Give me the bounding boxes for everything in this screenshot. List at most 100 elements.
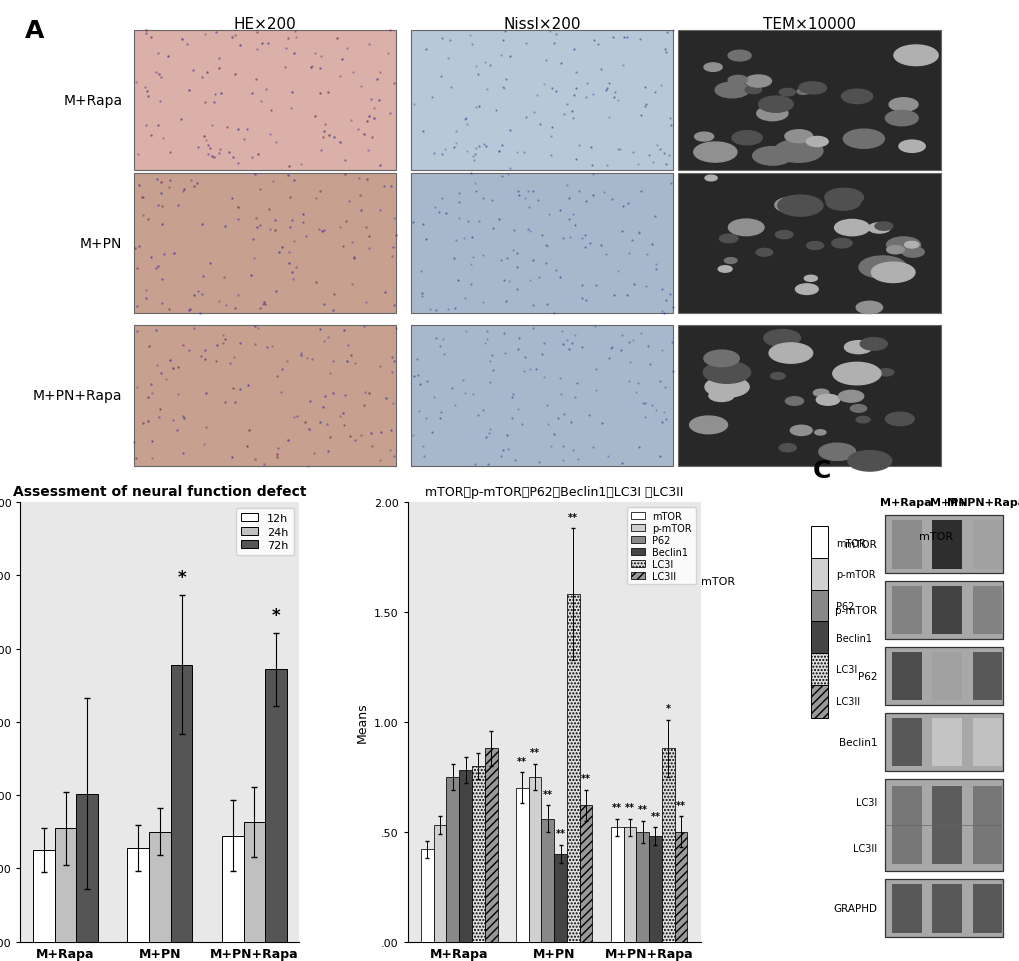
Bar [972, 884, 1002, 933]
Bar [567, 595, 579, 942]
Circle shape [850, 406, 866, 412]
Bar [810, 590, 827, 623]
Circle shape [704, 377, 748, 398]
Text: **: ** [530, 748, 539, 757]
Text: LC3I: LC3I [855, 797, 876, 807]
Bar [884, 516, 1002, 574]
Bar [33, 850, 55, 961]
Bar [610, 827, 623, 942]
Text: **: ** [555, 828, 565, 839]
Bar [891, 884, 921, 933]
Circle shape [814, 431, 825, 435]
Text: M+PN+Rapa: M+PN+Rapa [946, 497, 1019, 507]
Bar [674, 832, 687, 942]
Circle shape [758, 97, 793, 113]
Bar [135, 174, 396, 314]
Text: *: * [177, 569, 185, 587]
Circle shape [714, 83, 748, 99]
Circle shape [777, 196, 822, 217]
Bar [170, 665, 193, 961]
Bar [411, 174, 673, 314]
Circle shape [832, 363, 880, 385]
Circle shape [694, 133, 713, 142]
Circle shape [812, 390, 828, 397]
Circle shape [763, 331, 800, 347]
Text: Nissl×200: Nissl×200 [503, 16, 581, 32]
Bar [678, 174, 940, 314]
Text: *: * [271, 606, 280, 624]
Bar [265, 670, 286, 961]
Bar [884, 713, 1002, 771]
Bar [891, 652, 921, 701]
Text: **: ** [637, 804, 647, 814]
Text: A: A [25, 19, 45, 43]
Bar [972, 786, 1002, 864]
Bar [884, 779, 1002, 872]
Text: mTOR: mTOR [845, 540, 876, 550]
Bar [810, 558, 827, 591]
Bar [972, 586, 1002, 635]
Bar [810, 685, 827, 718]
Circle shape [893, 46, 937, 66]
Circle shape [855, 417, 869, 424]
Bar [553, 854, 567, 942]
Bar [931, 786, 961, 864]
Circle shape [806, 242, 822, 250]
Text: **: ** [676, 800, 686, 810]
Bar [127, 849, 149, 961]
Bar [459, 771, 472, 942]
Bar [76, 794, 98, 961]
Bar [931, 718, 961, 767]
Circle shape [818, 444, 855, 461]
Bar [884, 879, 1002, 937]
Text: C: C [812, 458, 830, 482]
Bar [931, 652, 961, 701]
Circle shape [768, 343, 812, 364]
Text: GRAPHD: GRAPHD [833, 903, 876, 914]
Bar [135, 31, 396, 171]
Text: Beclin1: Beclin1 [836, 633, 871, 643]
Bar [931, 884, 961, 933]
Text: **: ** [650, 811, 660, 821]
Circle shape [847, 451, 891, 472]
Circle shape [870, 263, 914, 283]
Bar [472, 766, 484, 942]
Circle shape [703, 351, 739, 367]
Circle shape [804, 276, 816, 282]
Circle shape [723, 259, 737, 264]
Text: M+Rapa: M+Rapa [879, 497, 931, 507]
Circle shape [732, 132, 761, 146]
Bar [528, 777, 541, 942]
Circle shape [779, 89, 795, 97]
Text: *: * [665, 703, 671, 713]
Bar [636, 832, 648, 942]
Text: **: ** [517, 756, 527, 766]
Bar [972, 652, 1002, 701]
Text: LC3II: LC3II [836, 696, 859, 706]
Text: TEM×10000: TEM×10000 [762, 16, 855, 32]
Circle shape [689, 417, 727, 434]
Bar [931, 521, 961, 569]
Circle shape [718, 234, 737, 243]
Bar [648, 836, 661, 942]
Bar [135, 326, 396, 466]
Bar [884, 581, 1002, 639]
Circle shape [904, 242, 918, 249]
Circle shape [773, 140, 822, 163]
Text: HE×200: HE×200 [233, 16, 297, 32]
Text: LC3II: LC3II [852, 844, 876, 853]
Circle shape [884, 111, 917, 127]
Circle shape [708, 390, 734, 402]
Bar [244, 823, 265, 961]
Circle shape [886, 246, 904, 255]
Circle shape [859, 338, 887, 351]
Circle shape [800, 83, 825, 95]
Y-axis label: Means: Means [355, 702, 368, 743]
Text: **: ** [611, 802, 622, 812]
Bar [55, 828, 76, 961]
Bar [810, 653, 827, 686]
Text: Beclin1: Beclin1 [838, 737, 876, 747]
Circle shape [858, 257, 906, 279]
Bar [891, 786, 921, 864]
Bar [222, 836, 244, 961]
